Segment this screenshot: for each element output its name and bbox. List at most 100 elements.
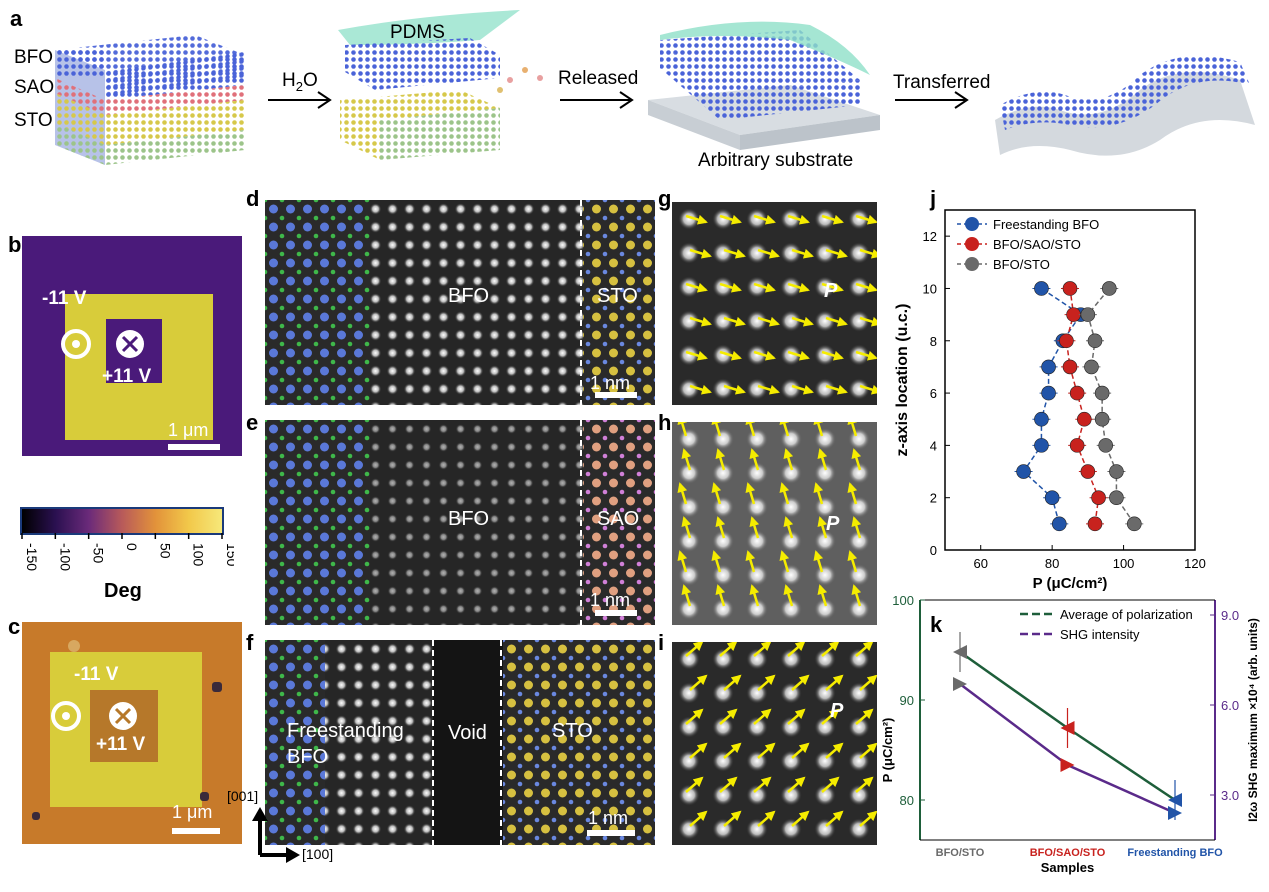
polarization-arrow: [689, 248, 712, 259]
data-point: [1094, 411, 1110, 427]
colorbar-tick-label: -100: [57, 543, 73, 571]
data-point: [1094, 385, 1110, 401]
data-point: [1091, 490, 1106, 505]
chart-j-xlabel: P (μC/cm²): [1033, 575, 1108, 592]
data-point: [1069, 438, 1085, 453]
crystal-axes: [252, 807, 300, 863]
colorbar-title: Deg: [104, 580, 142, 602]
polarization-arrow: [859, 384, 877, 395]
polarization-arrow: [791, 674, 810, 691]
polarization-arrow: [711, 550, 722, 573]
y-tick-label: 10: [923, 281, 937, 296]
stem-d-bfo: BFO: [448, 285, 490, 307]
polarization-arrow: [787, 282, 810, 293]
polarization-arrow: [689, 742, 708, 759]
polarization-arrow: [825, 384, 848, 395]
polarization-arrow: [681, 448, 692, 471]
panel-label-g: g: [658, 186, 672, 211]
polarization-arrow: [689, 674, 708, 691]
polarization-arrow: [825, 742, 844, 759]
panel-label-j: j: [930, 186, 937, 211]
scale-bar-c: [172, 828, 220, 834]
chart-j-ylabel: z-axis location (u.c.): [894, 304, 911, 457]
chart-k-ylabel-left: P (μC/cm²): [880, 718, 895, 783]
stem-f-freestanding: Freestanding: [287, 720, 404, 742]
p-label-h: P: [826, 513, 840, 535]
panel-label-c: c: [8, 614, 21, 639]
polarization-arrow: [855, 776, 874, 793]
stem-e-scale: 1 nm: [590, 590, 631, 610]
polarization-arrow: [859, 248, 877, 259]
polarization-arrow: [685, 214, 708, 225]
data-point: [1066, 307, 1081, 322]
polarization-arrow: [757, 316, 780, 327]
data-point: [1087, 333, 1103, 349]
data-point: [1109, 464, 1124, 479]
colorbar-tick-label: -50: [91, 543, 107, 563]
polarization-arrow: [753, 282, 776, 293]
y-tick-label: 4: [930, 438, 937, 453]
polarization-arrow: [677, 550, 688, 573]
polarization-arrow: [817, 448, 828, 471]
y-right-tick-label: 9.0: [1221, 608, 1239, 623]
data-point: [1080, 307, 1096, 322]
pdms-label: PDMS: [390, 22, 445, 43]
polarization-arrow: [689, 384, 712, 395]
polarization-arrow: [715, 516, 726, 539]
step-released-label: Released: [558, 68, 639, 89]
scale-label-b: 1 μm: [168, 420, 209, 440]
voltage-pos-b: +11 V: [102, 366, 152, 387]
data-point: [1168, 793, 1182, 807]
polarization-arrow: [791, 248, 814, 259]
y-right-tick-label: 3.0: [1221, 788, 1239, 803]
vector-map-g: [672, 202, 877, 405]
polarization-arrow: [745, 422, 756, 437]
chart-k-xlabel: Samples: [1041, 860, 1094, 875]
y-left-tick-label: 100: [892, 593, 914, 608]
x-category-label: BFO/STO: [936, 847, 985, 859]
polarization-arrow: [847, 422, 858, 437]
polarization-arrow: [723, 384, 746, 395]
stem-e-bfo: BFO: [448, 508, 490, 530]
x-tick-label: 80: [1045, 556, 1059, 571]
scale-bar-b: [168, 444, 220, 450]
panel-label-i: i: [658, 630, 665, 655]
polarization-arrow: [821, 282, 844, 293]
y-tick-label: 0: [930, 543, 937, 558]
data-point: [1060, 721, 1075, 735]
polarization-arrow: [723, 248, 746, 259]
p-label-i: P: [830, 700, 844, 722]
polarization-arrow: [825, 674, 844, 691]
polarization-arrow: [723, 810, 742, 827]
data-point: [1062, 359, 1078, 375]
vector-map-i: [672, 642, 877, 845]
panel-a-schematic: [55, 10, 1255, 165]
stem-image-e: [265, 420, 655, 625]
polarization-arrow: [817, 516, 828, 539]
data-point: [1109, 490, 1124, 505]
polarization-arrow: [851, 448, 862, 471]
stem-d-sto: STO: [597, 285, 638, 307]
x-tick-label: 100: [1113, 556, 1135, 571]
data-point: [1168, 806, 1182, 820]
polarization-arrow: [757, 674, 776, 691]
data-point: [1051, 516, 1067, 532]
legend-label: BFO/SAO/STO: [993, 237, 1081, 252]
x-tick-label: 60: [973, 556, 987, 571]
stem-e-sao: SAO: [597, 508, 640, 530]
panel-label-h: h: [658, 410, 672, 435]
polarization-arrow: [715, 448, 726, 471]
polarization-arrow: [859, 742, 877, 759]
polarization-arrow: [753, 708, 772, 725]
polarization-arrow: [821, 350, 844, 361]
data-point: [1101, 281, 1117, 296]
data-point: [1084, 359, 1099, 375]
polarization-arrow: [787, 642, 806, 657]
pfm-image-c: -11 V +11 V 1 μm: [22, 622, 242, 844]
data-point: [1060, 758, 1075, 772]
polarization-arrow: [855, 642, 874, 657]
polarization-arrow: [787, 776, 806, 793]
polarization-arrow: [685, 708, 704, 725]
p-label-g: P: [824, 280, 838, 302]
polarization-arrow: [821, 776, 840, 793]
